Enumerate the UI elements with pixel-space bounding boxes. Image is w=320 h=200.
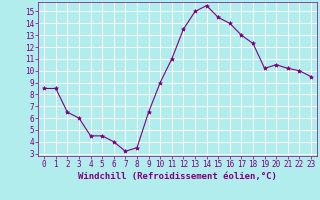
X-axis label: Windchill (Refroidissement éolien,°C): Windchill (Refroidissement éolien,°C) bbox=[78, 172, 277, 181]
